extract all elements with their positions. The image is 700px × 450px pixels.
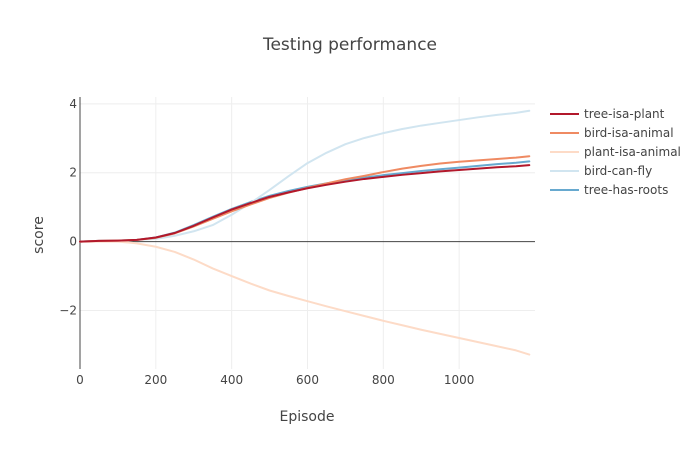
x-tick-label: 0: [76, 373, 84, 387]
x-axis-title: Episode: [280, 409, 335, 425]
x-axis: 0 200 400 600 800 1000: [76, 373, 474, 387]
chart-title: Testing performance: [262, 35, 437, 55]
y-tick-label: 2: [69, 166, 77, 180]
x-tick-label: 800: [372, 373, 395, 387]
x-tick-label: 200: [144, 373, 167, 387]
x-tick-label: 400: [220, 373, 243, 387]
legend-label: plant-isa-animal: [584, 145, 681, 159]
y-tick-label: 4: [69, 97, 77, 111]
legend-label: tree-has-roots: [584, 183, 668, 197]
series-line-plant-isa-animal: [79, 240, 531, 356]
y-axis: −2 0 2 4: [59, 97, 77, 318]
plot-area: [79, 109, 531, 356]
series-line-tree-isa-plant: [79, 164, 531, 243]
series-line-tree-has-roots: [79, 160, 531, 243]
legend-label: bird-isa-animal: [584, 126, 674, 140]
legend-label: bird-can-fly: [584, 164, 652, 178]
y-tick-label: 0: [69, 235, 77, 249]
x-tick-label: 1000: [444, 373, 475, 387]
series-line-bird-can-fly: [79, 109, 531, 243]
legend: tree-isa-plant bird-isa-animal plant-isa-a…: [550, 107, 681, 197]
x-tick-label: 600: [296, 373, 319, 387]
y-axis-title: score: [31, 216, 47, 254]
legend-label: tree-isa-plant: [584, 107, 665, 121]
grid: [80, 97, 535, 369]
y-tick-label: −2: [59, 303, 77, 317]
